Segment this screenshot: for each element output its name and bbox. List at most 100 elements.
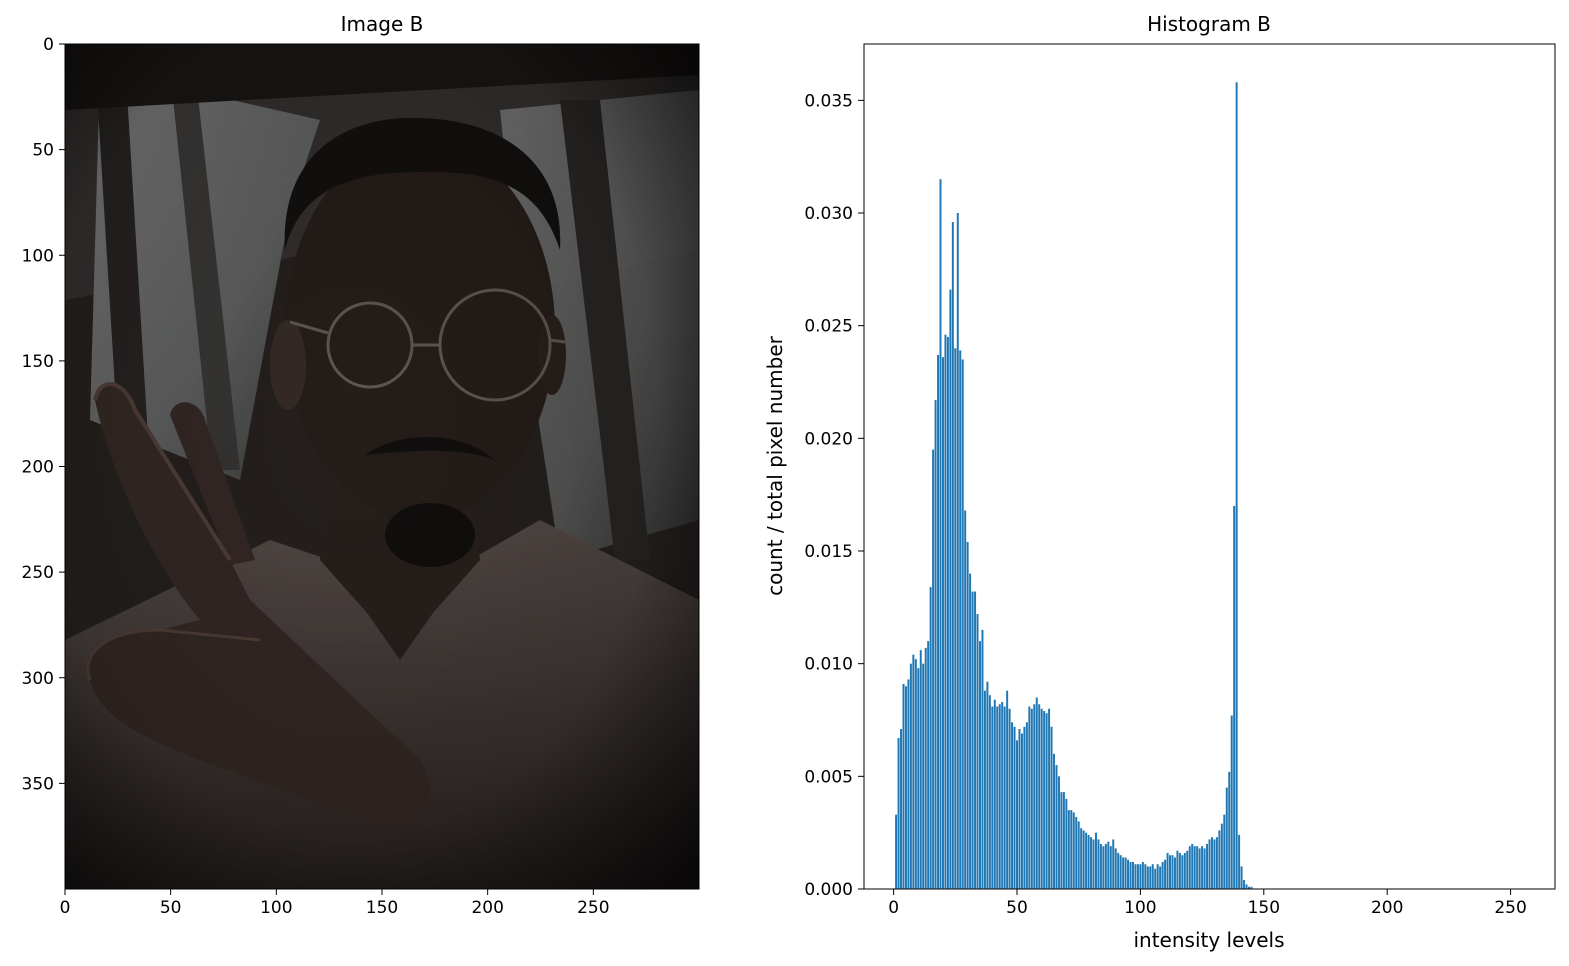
histogram-bar [951,222,954,890]
histogram-bar [1149,866,1152,889]
histogram-bar [1183,852,1186,889]
histogram-ytick-label: 0.000 [804,880,853,900]
histogram-bar [954,348,957,889]
histogram-ytick-label: 0.030 [804,204,853,224]
histogram-bar [1213,839,1216,889]
histogram-ytick-label: 0.010 [804,655,853,675]
histogram-ylabel: count / total pixel number [763,335,787,595]
histogram-bar [1218,830,1221,889]
histogram-bar [1240,866,1243,889]
image-xtick-label: 100 [260,898,292,918]
image-xtick-label: 200 [471,898,503,918]
histogram-bar [922,663,925,889]
histogram-bar [966,541,969,889]
histogram-bar [1023,726,1026,889]
histogram-bar [986,681,989,889]
histogram-bar [1139,864,1142,889]
histogram-bar [961,359,964,889]
histogram-bar [1235,82,1238,890]
histogram-bar [1117,852,1120,889]
image-ytick-label: 300 [22,669,54,689]
histogram-ytick-label: 0.015 [804,542,853,562]
histogram-bar [1206,843,1209,889]
histogram-bar [909,663,912,889]
histogram-bar [1196,846,1199,889]
histogram-bar [983,690,986,889]
histogram-xtick-label: 150 [1248,898,1280,918]
histogram-xtick-label: 100 [1124,898,1156,918]
histogram-bar [1087,834,1090,889]
histogram-bar [1055,765,1058,889]
histogram-bar [1077,821,1080,889]
histogram-bar [1198,848,1201,889]
histogram-bar [1112,839,1115,889]
histogram-bar [1247,886,1250,889]
histogram-bar [1136,864,1139,889]
histogram-ytick-label: 0.020 [804,429,853,449]
histogram-bar [1169,855,1172,889]
histogram-bar [996,706,999,889]
histogram-bar [1102,846,1105,889]
histogram-bar [981,629,984,889]
histogram-bar [1011,722,1014,889]
histogram-bar [1191,843,1194,889]
histogram-title: Histogram B [1147,12,1271,36]
image-axes: 0 50 100 150 200 250 0 50 100 150 200 250 300 350 [22,35,700,918]
histogram-bar [988,695,991,889]
histogram-bar [1075,816,1078,889]
histogram-bar [1230,715,1233,889]
histogram-bar [1129,861,1132,889]
histogram-bar [1053,753,1056,889]
histogram-bar [1156,864,1159,889]
histogram-bar [912,654,915,889]
histogram-bar [1223,814,1226,889]
histogram-bar [1171,855,1174,889]
histogram-bar [1109,846,1112,889]
histogram-bar [1082,830,1085,889]
histogram-bar [1072,812,1075,889]
histogram-bar [1080,828,1083,889]
histogram-bar [976,614,979,889]
histogram-bar [991,706,994,889]
histogram-bar [1161,861,1164,889]
histogram-bar [1008,708,1011,889]
histogram-bar [1210,837,1213,889]
histogram-bar [998,704,1001,889]
histogram-bar [1060,792,1063,889]
histogram-bar [1038,704,1041,889]
histogram-bar [934,400,937,889]
histogram-bar [897,738,900,889]
histogram-bar [1003,706,1006,889]
histogram-bar [1094,832,1097,889]
histogram-bar [929,587,932,889]
histogram-bar [1043,710,1046,889]
histogram-bar [1215,837,1218,889]
image-panel: Image B [22,12,700,918]
histogram-bar [1178,852,1181,889]
image-xtick-label: 250 [577,898,609,918]
image-xtick-label: 0 [60,898,71,918]
histogram-bar [1124,857,1127,889]
image-xtick-label: 50 [160,898,182,918]
histogram-bar [946,336,949,889]
histogram-bar [1186,850,1189,889]
histogram-bar [1208,839,1211,889]
histogram-bar [1065,798,1068,889]
histogram-bar [1013,726,1016,889]
image-ytick-label: 50 [32,141,54,161]
histogram-bar [1176,850,1179,889]
histogram-bar [1016,740,1018,889]
image-title: Image B [341,12,424,36]
histogram-bar [937,354,940,890]
histogram-bar [956,213,959,889]
photo [65,44,699,889]
histogram-bar [969,573,972,889]
histogram-bar [1085,832,1088,889]
histogram-bar [1164,859,1167,889]
histogram-bar [1092,839,1095,889]
histogram-bar [1040,708,1043,889]
histogram-bar [974,591,977,889]
histogram-xtick-label: 250 [1494,898,1526,918]
histogram-bar [1181,855,1184,889]
histogram-bar [1144,864,1147,889]
